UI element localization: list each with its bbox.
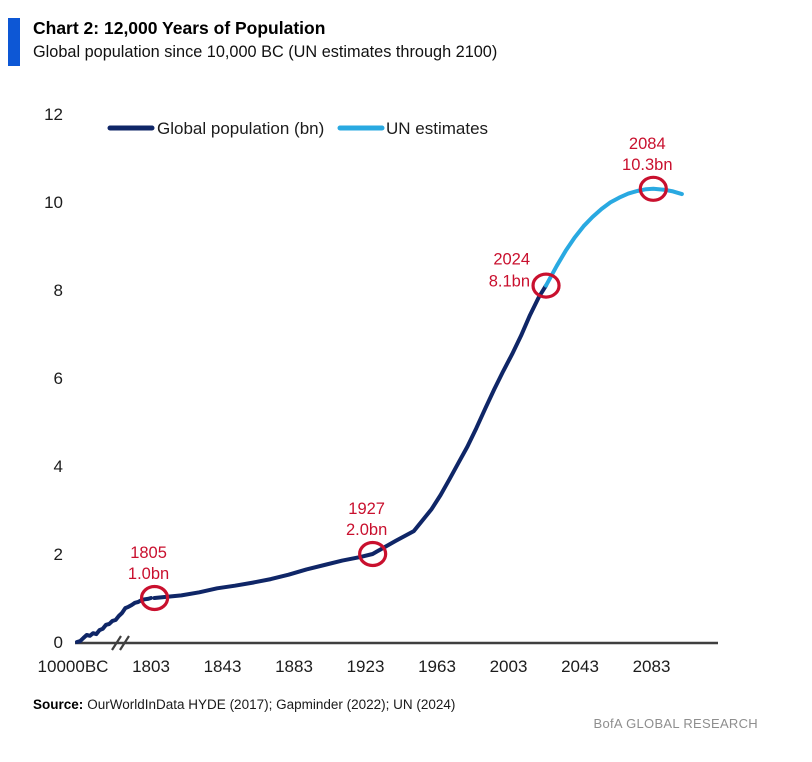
annotation-year-label: 2024 bbox=[493, 251, 530, 269]
series-lines bbox=[75, 186, 684, 644]
series-line-ancient bbox=[75, 596, 153, 644]
series-line-historical bbox=[152, 283, 548, 600]
annotation-year-label: 1927 bbox=[348, 500, 385, 518]
x-tick-label: 1843 bbox=[204, 657, 242, 676]
x-tick-label: 1963 bbox=[418, 657, 456, 676]
x-tick-label: 1923 bbox=[347, 657, 385, 676]
x-tick-label: 10000BC bbox=[38, 657, 109, 676]
brand-footer: BofA GLOBAL RESEARCH bbox=[593, 716, 758, 731]
annotation-circle-2084 bbox=[638, 175, 668, 202]
legend-label: UN estimates bbox=[386, 119, 488, 138]
x-tick-label: 2043 bbox=[561, 657, 599, 676]
annotation-year-label: 2084 bbox=[629, 135, 666, 153]
x-tick-label: 2003 bbox=[490, 657, 528, 676]
y-tick-label: 4 bbox=[54, 457, 63, 476]
annotations: 1805 1.0bn 1927 2.0bn 2024 8.1bn 2084 10.3bn bbox=[128, 135, 673, 612]
source-note: Source: OurWorldInData HYDE (2017); Gapmi… bbox=[33, 697, 455, 712]
annotation-value-label: 1.0bn bbox=[128, 565, 169, 583]
x-tick-label: 1883 bbox=[275, 657, 313, 676]
axis-break-marks bbox=[111, 635, 130, 651]
y-tick-label: 2 bbox=[54, 545, 63, 564]
source-label: Source: bbox=[33, 697, 84, 712]
y-axis-tick-labels: 12 10 8 6 4 2 0 bbox=[44, 105, 63, 652]
y-tick-label: 12 bbox=[44, 105, 63, 124]
annotation-year-label: 1805 bbox=[130, 544, 167, 562]
y-tick-label: 10 bbox=[44, 193, 63, 212]
axis-break-slash bbox=[111, 635, 122, 651]
y-tick-label: 0 bbox=[54, 633, 63, 652]
axis-break-slash bbox=[119, 635, 130, 651]
y-tick-label: 6 bbox=[54, 369, 63, 388]
legend-label: Global population (bn) bbox=[157, 119, 324, 138]
chart-subtitle: Global population since 10,000 BC (UN es… bbox=[33, 43, 498, 61]
series-line-un-estimates bbox=[544, 186, 684, 288]
x-tick-label: 1803 bbox=[132, 657, 170, 676]
source-text: OurWorldInData HYDE (2017); Gapminder (2… bbox=[87, 697, 456, 712]
chart-title: Chart 2: 12,000 Years of Population bbox=[33, 18, 326, 38]
annotation-circle-1805 bbox=[139, 584, 170, 612]
x-tick-label: 2083 bbox=[633, 657, 671, 676]
annotation-value-label: 2.0bn bbox=[346, 521, 387, 539]
accent-bar bbox=[8, 18, 20, 66]
annotation-value-label: 10.3bn bbox=[622, 156, 672, 174]
annotation-value-label: 8.1bn bbox=[489, 273, 530, 291]
annotation-circle-1927 bbox=[358, 540, 388, 568]
y-tick-label: 8 bbox=[54, 281, 63, 300]
chart-legend: Global population (bn) UN estimates bbox=[107, 119, 488, 138]
annotation-circle-2024 bbox=[531, 272, 561, 299]
x-axis-tick-labels: 10000BC 1803 1843 1883 1923 1963 2003 2043 2083 bbox=[38, 657, 671, 676]
chart-header: Chart 2: 12,000 Years of Population Glob… bbox=[33, 16, 497, 63]
